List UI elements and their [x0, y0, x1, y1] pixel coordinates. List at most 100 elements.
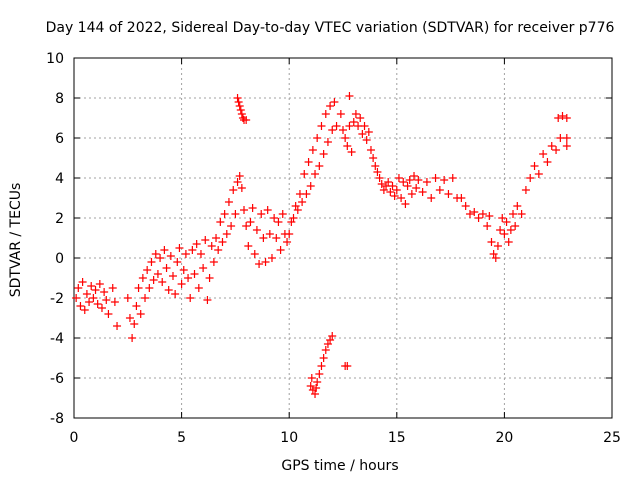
data-point [377, 180, 386, 188]
data-point [435, 186, 444, 194]
data-point [315, 370, 324, 378]
data-point [366, 146, 375, 154]
data-point [270, 214, 279, 222]
data-point [371, 162, 380, 170]
data-point [392, 186, 401, 194]
data-point [562, 134, 571, 142]
data-point [285, 230, 294, 238]
data-point [231, 210, 240, 218]
data-point [283, 238, 292, 246]
data-point [330, 98, 339, 106]
data-point [326, 102, 335, 110]
data-point [132, 302, 141, 310]
data-point [242, 116, 251, 124]
data-point [289, 214, 298, 222]
data-point [201, 236, 210, 244]
data-point [487, 238, 496, 246]
data-point [188, 246, 197, 254]
x-tick-label: 5 [177, 430, 186, 446]
data-point [235, 102, 244, 110]
data-point [530, 162, 539, 170]
data-point [457, 194, 466, 202]
data-point [158, 278, 167, 286]
data-point [224, 198, 233, 206]
data-point [388, 182, 397, 190]
data-point [326, 336, 335, 344]
data-point [401, 200, 410, 208]
data-point [136, 310, 145, 318]
data-point [558, 112, 567, 120]
data-point [240, 206, 249, 214]
data-point [145, 284, 154, 292]
y-axis-label: SDTVAR / TECUs [8, 183, 24, 298]
data-point [491, 254, 500, 262]
data-point [397, 194, 406, 202]
data-point [321, 110, 330, 118]
data-point [261, 258, 270, 266]
data-point [257, 210, 266, 218]
data-point [407, 190, 416, 198]
data-point [138, 274, 147, 282]
data-point [307, 374, 316, 382]
data-point [102, 296, 111, 304]
data-point [386, 188, 395, 196]
data-point [237, 110, 246, 118]
data-point [80, 306, 89, 314]
y-tick-label: -6 [50, 371, 64, 387]
data-point [190, 270, 199, 278]
data-point [534, 170, 543, 178]
data-point [362, 136, 371, 144]
y-tick-label: 4 [55, 171, 64, 187]
data-point [300, 170, 309, 178]
data-point [343, 142, 352, 150]
data-point [562, 142, 571, 150]
data-point [312, 384, 321, 392]
data-point [91, 286, 100, 294]
data-point [162, 264, 171, 272]
chart-title: Day 144 of 2022, Sidereal Day-to-day VTE… [46, 20, 615, 36]
data-point [448, 174, 457, 182]
data-point [506, 226, 515, 234]
y-tick-label: 8 [55, 91, 64, 107]
data-point [95, 280, 104, 288]
data-point [526, 174, 535, 182]
data-point [267, 254, 276, 262]
data-point [184, 274, 193, 282]
data-point [390, 192, 399, 200]
y-tick-label: 0 [55, 251, 64, 267]
data-point [186, 294, 195, 302]
data-point [147, 258, 156, 266]
data-point [360, 122, 369, 130]
data-point [151, 250, 160, 258]
data-point [220, 210, 229, 218]
data-points [72, 92, 571, 398]
data-point [489, 250, 498, 258]
data-point [222, 230, 231, 238]
y-tick-label: -4 [50, 331, 64, 347]
data-point [108, 284, 117, 292]
data-point [403, 182, 412, 190]
data-point [149, 276, 158, 284]
data-point [272, 234, 281, 242]
data-point [291, 202, 300, 210]
data-point [345, 92, 354, 100]
data-point [164, 286, 173, 294]
data-point [317, 122, 326, 130]
grid-lines [74, 58, 612, 418]
data-point [511, 222, 520, 230]
data-point [313, 134, 322, 142]
data-point [478, 210, 487, 218]
data-point [207, 242, 216, 250]
data-point [128, 334, 137, 342]
data-point [214, 246, 223, 254]
data-point [554, 114, 563, 122]
data-point [339, 126, 347, 134]
data-point [177, 280, 186, 288]
data-point [336, 110, 345, 118]
data-point [278, 210, 287, 218]
data-point [384, 178, 393, 186]
data-point [302, 190, 311, 198]
data-point [313, 378, 322, 386]
data-point [547, 142, 556, 150]
data-point [311, 390, 320, 398]
